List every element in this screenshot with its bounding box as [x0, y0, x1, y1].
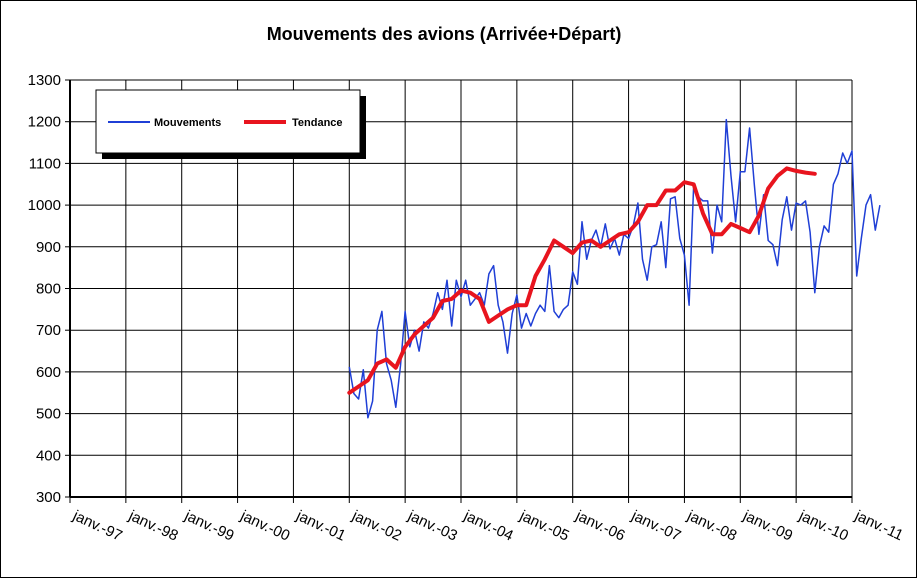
chart-title: Mouvements des avions (Arrivée+Départ)	[267, 24, 622, 44]
y-tick-label: 300	[36, 489, 61, 506]
legend-label-mouvements: Mouvements	[154, 117, 221, 129]
x-tick-label: janv.-08	[684, 507, 739, 545]
y-tick-label: 1300	[28, 72, 61, 89]
y-tick-label: 600	[36, 364, 61, 381]
series-line-tendance	[347, 166, 817, 395]
y-axis-ticks: 300 400 500 600 700 800 900 1000 1100 1200 1300	[28, 72, 70, 506]
x-tick-label: janv.-10	[796, 507, 851, 545]
y-tick-label: 900	[36, 239, 61, 256]
x-tick-label: janv.-05	[516, 507, 571, 545]
y-tick-label: 800	[36, 281, 61, 298]
x-tick-label: janv.-97	[69, 507, 124, 545]
y-tick-label: 1200	[28, 114, 61, 131]
y-tick-label: 700	[36, 322, 61, 339]
x-tick-label: janv.-07	[628, 507, 683, 545]
x-tick-label: janv.-99	[181, 507, 236, 545]
x-axis-ticks: janv.-97 janv.-98 janv.-99 janv.-00 janv.-01…	[69, 497, 906, 545]
y-tick-label: 500	[36, 406, 61, 423]
x-tick-label: janv.-00	[237, 507, 292, 545]
x-tick-label: janv.-01	[293, 507, 348, 545]
series	[347, 118, 881, 419]
y-tick-label: 400	[36, 447, 61, 464]
legend: Mouvements Tendance	[95, 89, 366, 159]
legend-label-tendance: Tendance	[292, 117, 343, 129]
x-tick-label: janv.-04	[460, 507, 515, 545]
x-tick-label: janv.-09	[740, 507, 795, 545]
x-tick-label: janv.-98	[125, 507, 180, 545]
y-tick-label: 1100	[29, 155, 61, 172]
x-tick-label: janv.-06	[572, 507, 627, 545]
x-tick-label: janv.-11	[851, 507, 905, 544]
x-tick-label: janv.-03	[405, 507, 460, 545]
y-tick-label: 1000	[28, 197, 61, 214]
x-tick-label: janv.-02	[349, 507, 404, 545]
